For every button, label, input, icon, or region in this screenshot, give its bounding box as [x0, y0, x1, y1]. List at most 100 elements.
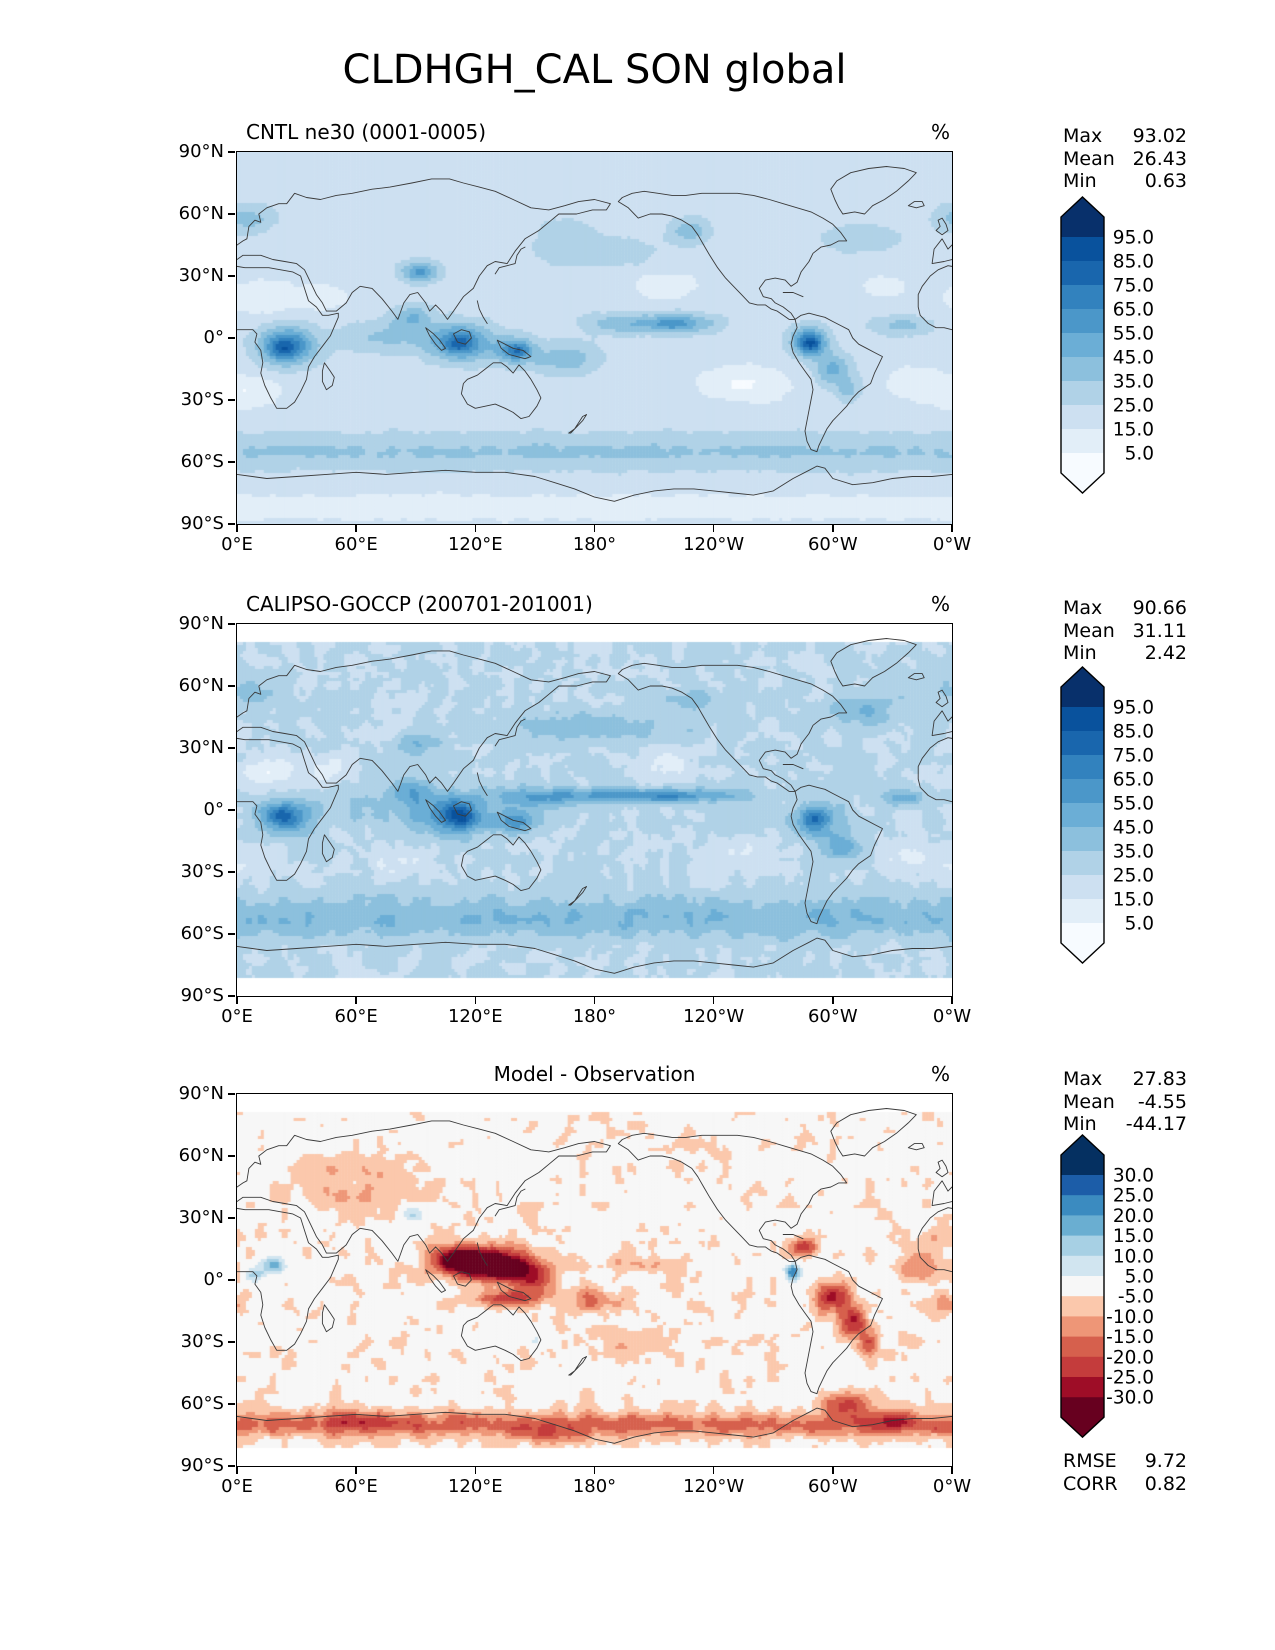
colorbar-tick-label: 95.0 [1113, 228, 1154, 249]
colorbar-tick-label: 35.0 [1113, 372, 1154, 393]
y-tick-label: 60°S [180, 923, 224, 944]
y-tick [228, 1093, 235, 1095]
y-tick-label: 30°N [178, 1207, 224, 1228]
x-tick [832, 525, 834, 532]
colorbar-tick-label: 25.0 [1113, 396, 1154, 417]
stat-value: 31.11 [1132, 619, 1187, 642]
x-tick-label: 60°W [807, 1006, 858, 1027]
stats-difference: Max 27.83 Mean -4.55 Min -44.17 [1063, 1068, 1187, 1136]
x-tick-label: 180° [572, 1006, 617, 1027]
stat-min: Min -44.17 [1063, 1113, 1187, 1136]
y-tick [228, 399, 235, 401]
stat-label: Max [1063, 597, 1103, 619]
y-tick-label: 60°N [178, 1145, 224, 1166]
y-tick [228, 1403, 235, 1405]
y-tick [228, 337, 235, 339]
stat-min: Min 0.63 [1063, 170, 1187, 193]
skill-scores: RMSE 9.72 CORR 0.82 [1063, 1450, 1187, 1496]
panel-unit-observation: % [930, 592, 950, 616]
coastlines-overlay [237, 1108, 952, 1444]
stat-value: 0.63 [1144, 170, 1187, 192]
y-tick-label: 0° [203, 327, 224, 348]
x-tick [712, 997, 715, 1004]
colorbar-observation: 95.0 85.0 75.0 65.0 55.0 45.0 35.0 25.0 15.0 5.0 [1060, 665, 1160, 969]
y-tick-label: 60°S [180, 1393, 224, 1414]
y-tick-label: 60°N [178, 203, 224, 224]
colorbar-tick-label: 55.0 [1113, 794, 1154, 815]
coastline-path [237, 1108, 952, 1444]
x-tick [355, 997, 357, 1004]
x-tick-label: 60°E [334, 1006, 378, 1027]
y-tick [228, 151, 235, 153]
map-canvas-model [237, 152, 952, 524]
colorbar-tick-label: -15.0 [1106, 1327, 1154, 1348]
y-tick [228, 995, 235, 997]
panel-title-observation: CALIPSO-GOCCP (200701-201001) [246, 592, 593, 616]
x-tick-label: 60°E [334, 534, 378, 555]
colorbar-model: 95.0 85.0 75.0 65.0 55.0 45.0 35.0 25.0 15.0 5.0 [1060, 195, 1160, 499]
colorbar-tick-label: 85.0 [1113, 252, 1154, 273]
x-tick [355, 525, 357, 532]
colorbar-tick-label: 45.0 [1113, 818, 1154, 839]
x-tick [474, 1467, 477, 1474]
stat-max: Max 27.83 [1063, 1068, 1187, 1091]
y-tick [228, 1279, 235, 1281]
x-tick [593, 1467, 596, 1474]
stat-value: 9.72 [1144, 1450, 1187, 1472]
y-tick [228, 747, 235, 749]
y-tick-label: 90°S [180, 513, 224, 534]
y-tick [228, 523, 235, 525]
coastline-path [237, 638, 952, 974]
colorbar-tick-label: 30.0 [1113, 1165, 1154, 1186]
stat-corr: CORR 0.82 [1063, 1473, 1187, 1496]
y-tick-label: 90°N [178, 1083, 224, 1104]
y-tick-label: 30°S [180, 1331, 224, 1352]
x-tick-label: 0°E [221, 1476, 253, 1497]
colorbar-tick-label: 25.0 [1113, 866, 1154, 887]
x-tick [355, 1467, 357, 1474]
y-tick-label: 30°N [178, 265, 224, 286]
x-tick-label: 120°E [447, 534, 503, 555]
stat-label: Mean [1063, 1090, 1115, 1113]
x-tick [236, 525, 238, 532]
colorbar-tick-label: 75.0 [1113, 276, 1154, 297]
y-tick-label: 30°S [180, 389, 224, 410]
colorbar-difference: 30.0 25.0 20.0 15.0 10.0 5.0 -5.0 -10.0 -15.0 -20… [1060, 1133, 1160, 1443]
colorbar-tick-label: -5.0 [1118, 1287, 1154, 1308]
x-tick-label: 0°W [932, 534, 972, 555]
y-tick-label: 60°N [178, 675, 224, 696]
y-tick-label: 90°S [180, 985, 224, 1006]
colorbar-tick-label: 10.0 [1113, 1246, 1154, 1267]
x-tick-label: 0°E [221, 1006, 253, 1027]
colorbar-tick-label: 75.0 [1113, 746, 1154, 767]
colorbar-tick-label: 20.0 [1113, 1206, 1154, 1227]
stat-label: CORR [1063, 1473, 1118, 1495]
colorbar-tick-label: 85.0 [1113, 722, 1154, 743]
colorbar-tick-label: 45.0 [1113, 348, 1154, 369]
y-tick-label: 0° [203, 799, 224, 820]
y-tick-label: 30°N [178, 737, 224, 758]
x-tick [236, 997, 238, 1004]
colorbar-tick-label: 15.0 [1113, 1226, 1154, 1247]
x-tick-label: 120°W [683, 534, 745, 555]
map-difference [236, 1093, 953, 1467]
x-tick [951, 525, 953, 532]
stats-observation: Max 90.66 Mean 31.11 Min 2.42 [1063, 597, 1187, 665]
x-tick-label: 120°E [447, 1476, 503, 1497]
stat-label: Mean [1063, 619, 1115, 642]
stat-label: Max [1063, 1068, 1103, 1090]
stat-value: 27.83 [1132, 1068, 1187, 1090]
colorbar-tick-label: 5.0 [1125, 1266, 1154, 1287]
stat-rmse: RMSE 9.72 [1063, 1450, 1187, 1473]
x-tick [593, 997, 596, 1004]
stat-value: -4.55 [1137, 1090, 1187, 1113]
x-tick [593, 525, 596, 532]
colorbar-tick-label: 65.0 [1113, 770, 1154, 791]
panel-unit-difference: % [930, 1062, 950, 1086]
y-tick [228, 1341, 235, 1343]
stat-value: 93.02 [1132, 125, 1187, 147]
stat-value: -44.17 [1125, 1113, 1187, 1135]
colorbar-tick-label: -30.0 [1106, 1388, 1154, 1409]
y-tick [228, 871, 235, 873]
